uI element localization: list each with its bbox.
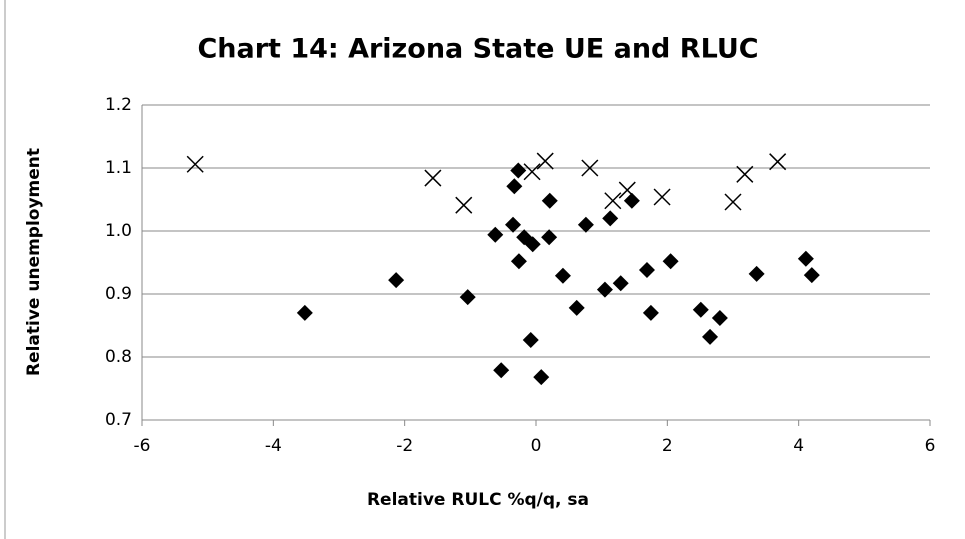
x-tick-label: 6 <box>925 436 936 456</box>
diamond-point <box>638 262 655 279</box>
diamond-point <box>623 192 640 209</box>
x-point <box>724 193 742 211</box>
x-point <box>604 192 622 210</box>
diamond-point <box>803 267 820 284</box>
diamond-point <box>493 362 510 379</box>
y-tick-label: 0.8 <box>105 347 132 367</box>
x-tick-label: -6 <box>134 436 151 456</box>
diamond-point <box>577 216 594 233</box>
y-axis-label: Relative unemployment <box>24 148 44 376</box>
y-tick-label: 1.0 <box>105 221 132 241</box>
diamond-point <box>459 289 476 306</box>
diamond-point <box>533 369 550 386</box>
diamond-point <box>702 328 719 345</box>
diamond-point <box>487 226 504 243</box>
y-tick-label: 1.1 <box>105 158 132 178</box>
y-tick-label: 0.9 <box>105 284 132 304</box>
diamond-point <box>524 236 541 253</box>
x-point <box>581 159 599 177</box>
diamond-point <box>692 301 709 318</box>
x-point <box>736 165 754 183</box>
chart-title: Chart 14: Arizona State UE and RLUC <box>197 34 758 65</box>
diamond-point <box>510 162 527 179</box>
diamond-point <box>554 267 571 284</box>
diamond-point <box>797 250 814 267</box>
diamond-point <box>568 299 585 316</box>
diamond-point <box>296 304 313 321</box>
diamond-point <box>642 304 659 321</box>
diamond-point <box>541 229 558 246</box>
diamond-point <box>711 309 728 326</box>
diamond-point <box>505 216 522 233</box>
diamond-point <box>748 265 765 282</box>
x-point <box>523 163 541 181</box>
diamond-point <box>596 281 613 298</box>
x-point <box>455 196 473 214</box>
x-point <box>653 188 671 206</box>
diamond-point <box>662 253 679 270</box>
diamond-point <box>612 275 629 292</box>
x-tick-label: 0 <box>531 436 542 456</box>
diamond-point <box>522 331 539 348</box>
x-point <box>769 153 787 171</box>
x-point <box>424 169 442 187</box>
x-tick-label: 4 <box>793 436 804 456</box>
y-tick-label: 0.7 <box>105 410 132 430</box>
x-tick-label: -2 <box>396 436 413 456</box>
x-point <box>536 152 554 170</box>
diamond-point <box>510 253 527 270</box>
x-point <box>186 155 204 173</box>
diamond-point <box>541 192 558 209</box>
x-tick-label: -4 <box>265 436 282 456</box>
y-tick-label: 1.2 <box>105 95 132 115</box>
x-axis-label: Relative RULC %q/q, sa <box>367 490 589 510</box>
x-point <box>618 181 636 199</box>
diamond-point <box>506 178 523 195</box>
x-tick-label: 2 <box>662 436 673 456</box>
diamond-point <box>388 272 405 289</box>
diamond-point <box>602 210 619 227</box>
